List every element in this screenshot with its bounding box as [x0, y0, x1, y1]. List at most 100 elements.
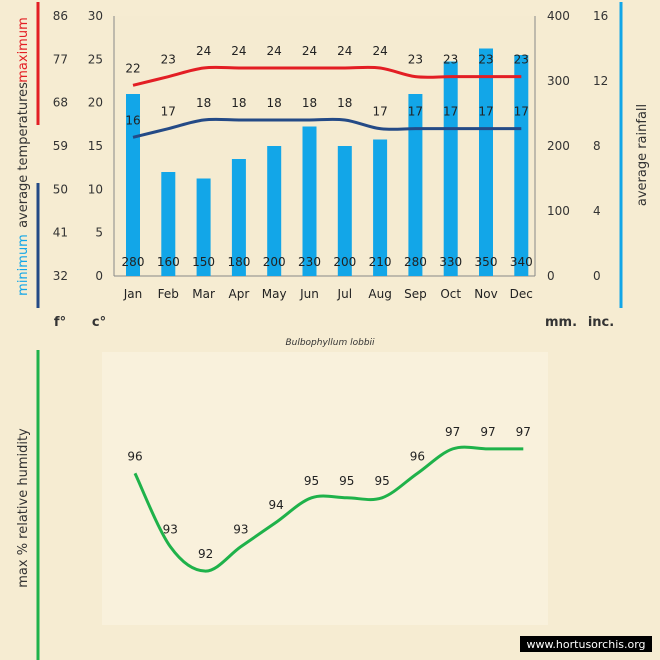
- rain-mm-tick-label: 300: [547, 74, 570, 88]
- humidity-value-label: 95: [339, 474, 354, 488]
- min-temp-label: 18: [231, 96, 246, 110]
- celsius-tick-label: 20: [88, 96, 103, 110]
- rainfall-bar: [479, 48, 493, 276]
- humidity-value-label: 97: [445, 425, 460, 439]
- celsius-tick-label: 30: [88, 9, 103, 23]
- rainfall-value-label: 230: [298, 255, 321, 269]
- month-label: Oct: [440, 287, 461, 301]
- min-temp-label: 17: [443, 105, 458, 119]
- celsius-tick-label: 10: [88, 182, 103, 196]
- max-temp-label: 24: [231, 44, 246, 58]
- unit-celsius: c°: [92, 315, 106, 330]
- max-temp-label: 24: [337, 44, 352, 58]
- month-labels: Jan Feb Mar Apr May Jun Jul Aug Sep Oct Nov Dec: [123, 287, 533, 301]
- max-temp-label: 24: [196, 44, 211, 58]
- humidity-panel: [102, 352, 548, 625]
- humidity-value-label: 95: [304, 474, 319, 488]
- humidity-value-label: 92: [198, 547, 213, 561]
- rain-inch-tick-label: 16: [593, 9, 608, 23]
- rainfall-value-label: 160: [157, 255, 180, 269]
- humidity-line: [133, 445, 524, 573]
- rainfall-bar: [337, 146, 352, 276]
- rainfall-value-label: 350: [475, 255, 498, 269]
- fahrenheit-tick-label: 59: [53, 139, 68, 153]
- rain-inch-ticks: 0 4 8 12 16: [593, 9, 608, 283]
- rainfall-value-label: 340: [510, 255, 533, 269]
- min-temp-label: 17: [478, 105, 493, 119]
- month-label: May: [262, 287, 287, 301]
- ylabel-humidity: max % relative humidity: [16, 428, 31, 588]
- ylabel-maximum: maximum: [16, 17, 31, 83]
- max-temp-label: 23: [161, 53, 176, 67]
- month-label: Nov: [474, 287, 497, 301]
- min-temp-label: 18: [267, 96, 282, 110]
- celsius-tick-label: 15: [88, 139, 103, 153]
- month-label: Jul: [337, 287, 352, 301]
- rainfall-value-label: 180: [227, 255, 250, 269]
- unit-inch: inc.: [588, 315, 614, 330]
- rainfall-value-label: 200: [333, 255, 356, 269]
- humidity-value-label: 94: [269, 498, 284, 512]
- rainfall-value-label: 280: [404, 255, 427, 269]
- rainfall-value-label: 210: [369, 255, 392, 269]
- rain-inch-tick-label: 12: [593, 74, 608, 88]
- humidity-value-label: 93: [233, 523, 248, 537]
- watermark: www.hortusorchis.org: [526, 638, 645, 651]
- humidity-value-label: 93: [163, 523, 178, 537]
- rainfall-value-label: 330: [439, 255, 462, 269]
- max-temp-label: 24: [372, 44, 387, 58]
- rainfall-value-label: 200: [263, 255, 286, 269]
- rainfall-bar: [302, 126, 317, 276]
- max-temp-label: 24: [267, 44, 282, 58]
- ylabel-average-temperatures: average temperatures: [16, 82, 31, 228]
- rainfall-bar: [126, 94, 140, 276]
- min-temp-label: 17: [372, 105, 387, 119]
- month-label: Dec: [510, 287, 533, 301]
- rain-inch-tick-label: 8: [593, 139, 601, 153]
- rainfall-bars: [126, 48, 529, 276]
- ylabel-minimum: minimum: [16, 234, 31, 296]
- fahrenheit-ticks: 32 41 50 59 68 77 86: [53, 9, 68, 283]
- humidity-value-label: 95: [374, 474, 389, 488]
- max-temp-label: 23: [408, 53, 423, 67]
- rainfall-bar: [408, 94, 423, 276]
- min-temp-label: 18: [196, 96, 211, 110]
- min-temp-label: 18: [302, 96, 317, 110]
- rainfall-bar: [161, 172, 176, 276]
- humidity-value-label: 97: [516, 425, 531, 439]
- min-temp-label: 17: [514, 105, 529, 119]
- fahrenheit-tick-label: 32: [53, 269, 68, 283]
- temp-plot-area: [114, 16, 535, 276]
- month-label: Apr: [229, 287, 250, 301]
- max-temp-label: 22: [125, 61, 140, 75]
- unit-mm: mm.: [545, 315, 577, 330]
- humidity-value-label: 97: [480, 425, 495, 439]
- rain-mm-tick-label: 200: [547, 139, 570, 153]
- unit-fahrenheit: f°: [54, 315, 66, 330]
- month-label: Aug: [368, 287, 391, 301]
- month-label: Feb: [158, 287, 179, 301]
- fahrenheit-tick-label: 50: [53, 182, 68, 196]
- month-label: Mar: [192, 287, 215, 301]
- rainfall-bar: [514, 55, 529, 276]
- celsius-tick-label: 5: [95, 226, 103, 240]
- month-label: Jun: [299, 287, 319, 301]
- rainfall-bar: [231, 159, 246, 276]
- rain-mm-tick-label: 400: [547, 9, 570, 23]
- min-temp-label: 16: [125, 113, 140, 127]
- month-label: Sep: [404, 287, 427, 301]
- max-temp-label: 24: [302, 44, 317, 58]
- min-temp-label: 17: [408, 105, 423, 119]
- rain-mm-ticks: 0 100 200 300 400: [547, 9, 570, 283]
- month-label: Jan: [123, 287, 143, 301]
- rainfall-bar: [373, 139, 388, 276]
- fahrenheit-tick-label: 77: [53, 52, 68, 66]
- min-temp-label: 18: [337, 96, 352, 110]
- rainfall-value-labels: 280 160 150 180 200 230 200 210 280 330 350 340: [122, 255, 533, 269]
- celsius-tick-label: 25: [88, 52, 103, 66]
- fahrenheit-tick-label: 86: [53, 9, 68, 23]
- rain-inch-tick-label: 4: [593, 204, 601, 218]
- rainfall-value-label: 150: [192, 255, 215, 269]
- fahrenheit-tick-label: 68: [53, 96, 68, 110]
